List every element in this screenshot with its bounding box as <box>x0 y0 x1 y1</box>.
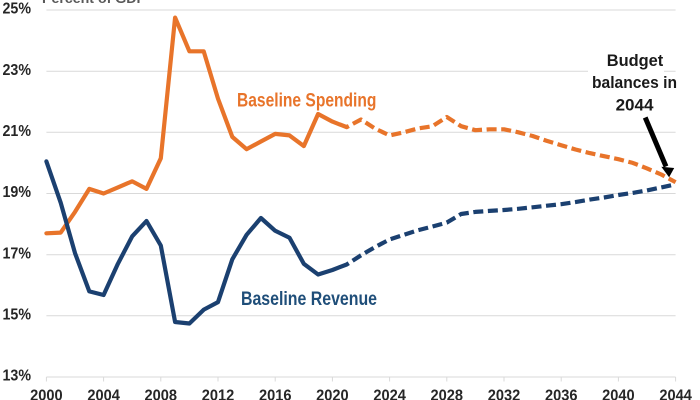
svg-text:Baseline Revenue: Baseline Revenue <box>241 288 377 310</box>
svg-text:Baseline Spending: Baseline Spending <box>237 89 376 111</box>
svg-text:2020: 2020 <box>316 387 349 400</box>
svg-text:2028: 2028 <box>431 387 464 400</box>
svg-text:2016: 2016 <box>259 387 292 400</box>
svg-text:2032: 2032 <box>488 387 521 400</box>
svg-text:balances in: balances in <box>592 73 677 92</box>
svg-text:19%: 19% <box>3 184 32 201</box>
svg-text:21%: 21% <box>3 123 32 140</box>
svg-text:2040: 2040 <box>602 387 635 400</box>
svg-text:13%: 13% <box>3 368 32 385</box>
svg-text:Budget: Budget <box>607 51 664 70</box>
svg-text:17%: 17% <box>3 245 32 262</box>
svg-text:2004: 2004 <box>87 387 120 400</box>
svg-text:2044: 2044 <box>616 96 654 115</box>
svg-text:2044: 2044 <box>659 387 692 400</box>
svg-text:15%: 15% <box>3 306 32 323</box>
svg-text:23%: 23% <box>3 62 32 79</box>
svg-text:25%: 25% <box>3 1 32 18</box>
svg-text:2036: 2036 <box>545 387 578 400</box>
svg-text:2024: 2024 <box>373 387 406 400</box>
svg-text:2000: 2000 <box>30 387 63 400</box>
svg-text:2012: 2012 <box>202 387 235 400</box>
svg-text:2008: 2008 <box>145 387 178 400</box>
svg-text:Percent of GDP: Percent of GDP <box>42 0 146 6</box>
